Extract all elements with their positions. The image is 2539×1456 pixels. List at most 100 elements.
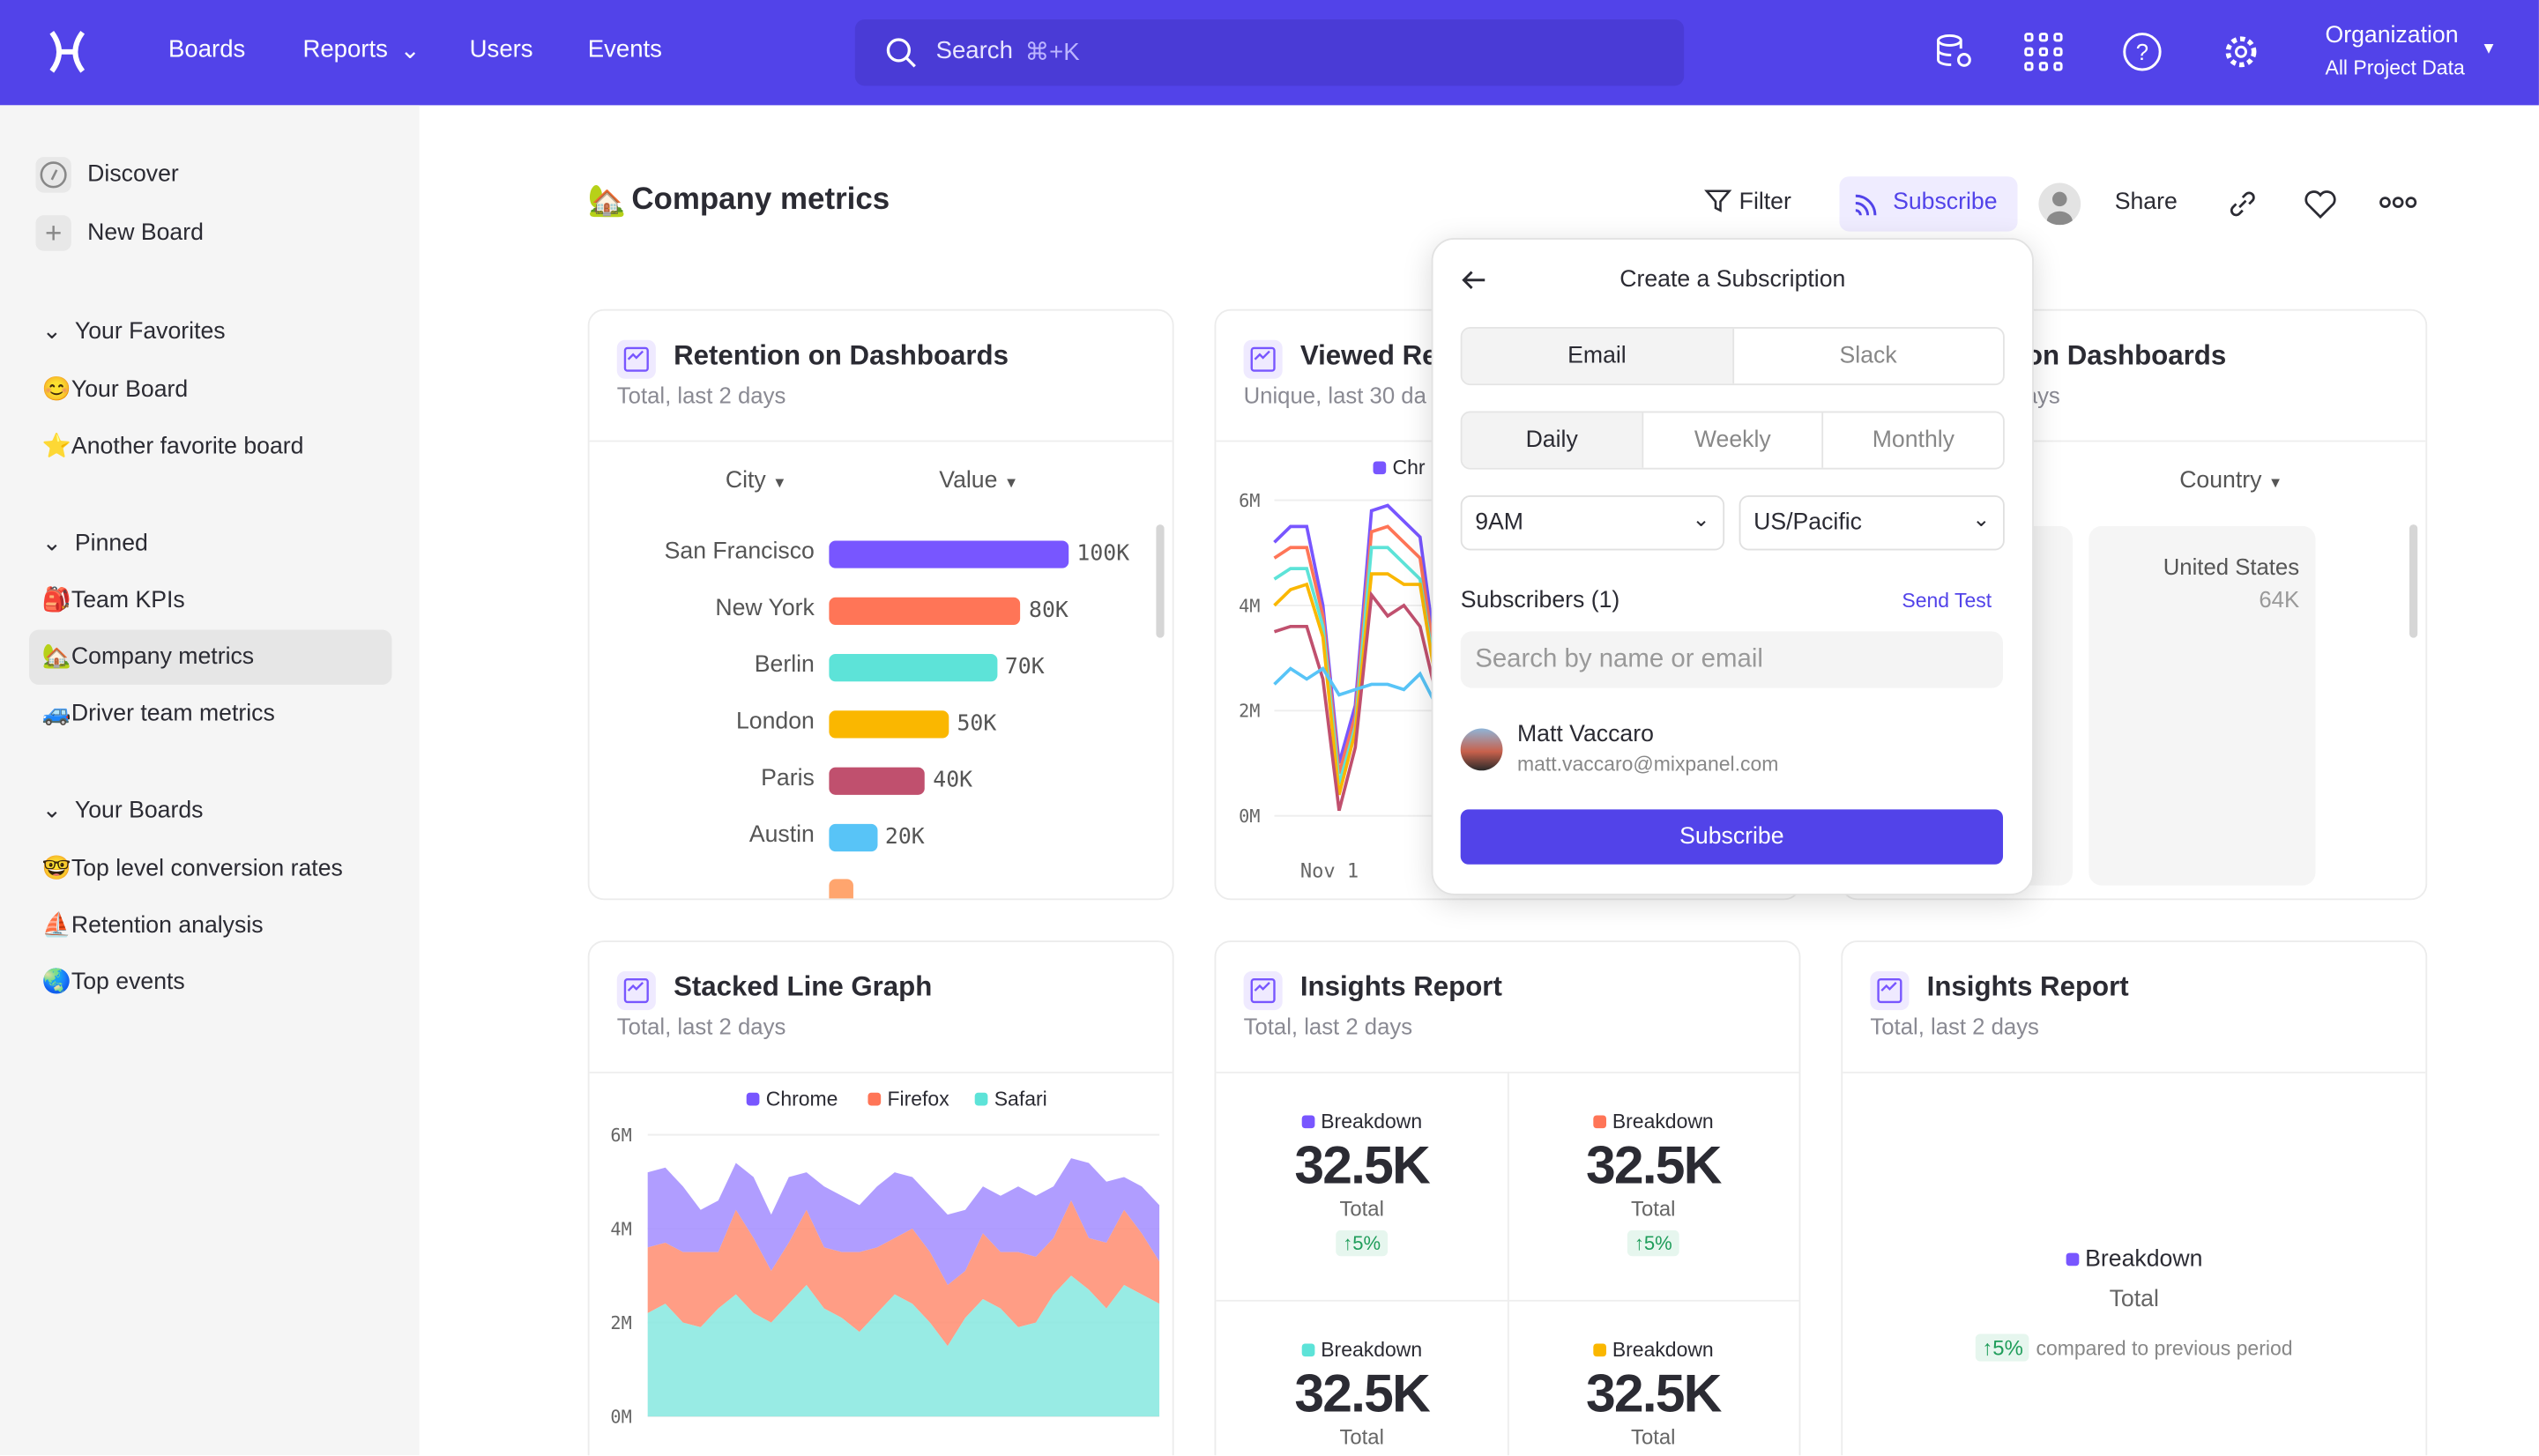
help-icon[interactable]: ? bbox=[2119, 29, 2164, 74]
timezone-select[interactable]: US/Pacific ⌄ bbox=[1739, 495, 2005, 551]
send-test-link[interactable]: Send Test bbox=[1902, 589, 1992, 613]
col-label: Value bbox=[939, 467, 998, 494]
sidebar-new-board[interactable]: New Board bbox=[87, 219, 204, 247]
nav-events[interactable]: Events bbox=[587, 35, 662, 63]
data-settings-icon[interactable] bbox=[1932, 29, 1977, 74]
time-select[interactable]: 9AM ⌄ bbox=[1460, 495, 1725, 551]
bar-value-label: 100K bbox=[1076, 540, 1130, 567]
item-label: Retention analysis bbox=[71, 912, 264, 940]
subscriber-search-input[interactable]: Search by name or email bbox=[1460, 631, 2003, 688]
bar[interactable] bbox=[829, 823, 877, 852]
logo-icon[interactable] bbox=[47, 30, 87, 73]
sidebar-item-your-board[interactable]: 😊Your Board bbox=[42, 375, 188, 403]
bar[interactable] bbox=[829, 654, 997, 682]
legend-firefox[interactable]: Firefox bbox=[867, 1088, 949, 1111]
filter-icon bbox=[1704, 189, 1732, 212]
card-title[interactable]: Stacked Line Graph bbox=[674, 971, 933, 1002]
heart-icon[interactable] bbox=[2303, 188, 2338, 220]
bar-category-label: New York bbox=[715, 595, 815, 622]
bar-value-label: 50K bbox=[957, 710, 997, 737]
bar-value-label: 70K bbox=[1004, 654, 1045, 680]
y-tick-label: 2M bbox=[1239, 701, 1260, 722]
insights-card-2: Insights Report Total, last 2 days Break… bbox=[1841, 940, 2428, 1456]
org-title[interactable]: Organization bbox=[2325, 22, 2459, 49]
tab-weekly[interactable]: Weekly bbox=[1641, 412, 1822, 468]
country-column-header[interactable]: Country ▼ bbox=[2179, 468, 2282, 494]
value-column-header[interactable]: Value ▼ bbox=[939, 468, 1018, 494]
section-your-boards[interactable]: ⌄ Your Boards bbox=[42, 798, 204, 823]
emoji-icon: 🤓 bbox=[41, 856, 71, 883]
bar[interactable] bbox=[829, 597, 1021, 625]
kpi-total: Total bbox=[1631, 1196, 1676, 1221]
legend-item[interactable]: Chr bbox=[1373, 457, 1426, 479]
area-firefox bbox=[647, 1200, 1160, 1347]
nav-boards[interactable]: Boards bbox=[168, 35, 246, 63]
area-chrome bbox=[647, 1158, 1160, 1285]
table-cell[interactable]: United States 64K bbox=[2089, 525, 2316, 886]
card-title[interactable]: Retention on Dashboards bbox=[674, 339, 1009, 371]
legend-label: Firefox bbox=[887, 1088, 949, 1111]
scrollbar[interactable] bbox=[2409, 524, 2418, 638]
label-text: Breakdown bbox=[2085, 1246, 2203, 1273]
sidebar-item-company-metrics[interactable]: 🏡Company metrics bbox=[42, 643, 254, 670]
sidebar-item-driver-team[interactable]: 🚙Driver team metrics bbox=[42, 699, 275, 726]
scrollbar[interactable] bbox=[1156, 524, 1165, 638]
section-pinned[interactable]: ⌄ Pinned bbox=[42, 531, 148, 556]
more-icon[interactable] bbox=[2379, 194, 2417, 210]
kpi-tile[interactable]: Breakdown 32.5K Total bbox=[1216, 1339, 1508, 1449]
kpi-total: Total bbox=[1631, 1424, 1676, 1449]
avatar[interactable] bbox=[2038, 182, 2081, 226]
card-title[interactable]: Insights Report bbox=[1926, 971, 2129, 1002]
bar[interactable] bbox=[829, 540, 1069, 568]
nav-reports[interactable]: Reports bbox=[302, 35, 388, 63]
subscribe-submit-button[interactable]: Subscribe bbox=[1460, 809, 2003, 865]
share-button[interactable]: Share bbox=[2114, 189, 2178, 216]
org-project[interactable]: All Project Data bbox=[2325, 56, 2465, 79]
section-favorites[interactable]: ⌄ Your Favorites bbox=[42, 319, 226, 345]
apps-grid-icon[interactable] bbox=[2021, 29, 2066, 74]
kpi-label: Breakdown bbox=[1612, 1110, 1714, 1133]
chevron-down-icon: ⌄ bbox=[41, 798, 75, 824]
back-arrow-icon[interactable] bbox=[1461, 269, 1486, 292]
search-shortcut: ⌘+K bbox=[1024, 39, 1080, 67]
tab-monthly[interactable]: Monthly bbox=[1821, 412, 2003, 468]
item-label: Driver team metrics bbox=[71, 701, 275, 727]
popover-title: Create a Subscription bbox=[1619, 267, 1846, 293]
sidebar-item-another-board[interactable]: ⭐Another favorite board bbox=[42, 432, 304, 459]
sidebar: Discover + New Board ⌄ Your Favorites 😊Y… bbox=[0, 105, 420, 1456]
bar-value-label: 20K bbox=[884, 823, 925, 851]
city-column-header[interactable]: City ▼ bbox=[726, 468, 787, 494]
tab-slack[interactable]: Slack bbox=[1731, 328, 2003, 384]
kpi-tile[interactable]: Breakdown 32.5K Total ↑5% bbox=[1216, 1111, 1508, 1258]
tab-daily[interactable]: Daily bbox=[1462, 412, 1642, 468]
sidebar-item-conversion[interactable]: 🤓Top level conversion rates bbox=[42, 855, 343, 882]
search-input[interactable]: Search ⌘+K bbox=[854, 19, 1685, 86]
bar[interactable] bbox=[829, 879, 853, 899]
caret-down-icon[interactable]: ▼ bbox=[2480, 40, 2498, 59]
frequency-toggle: Daily Weekly Monthly bbox=[1460, 411, 2005, 470]
nav-users[interactable]: Users bbox=[469, 35, 533, 63]
kpi-tile[interactable]: Breakdown 32.5K Total ↑5% bbox=[1508, 1111, 1799, 1258]
kpi-tile[interactable]: Breakdown 32.5K Total bbox=[1508, 1339, 1799, 1449]
card-title[interactable]: Insights Report bbox=[1299, 971, 1502, 1002]
subscribe-button[interactable]: Subscribe bbox=[1839, 176, 2018, 232]
stacked-card: Stacked Line Graph Total, last 2 days Ch… bbox=[587, 940, 1174, 1456]
sidebar-item-top-events[interactable]: 🌏Top events bbox=[42, 968, 185, 995]
legend-chrome[interactable]: Chrome bbox=[746, 1088, 838, 1111]
card-title[interactable]: Viewed Re bbox=[1299, 339, 1438, 371]
sidebar-item-retention[interactable]: ⛵Retention analysis bbox=[42, 911, 264, 939]
filter-button[interactable]: Filter bbox=[1703, 188, 1791, 215]
bar[interactable] bbox=[829, 767, 926, 795]
divider bbox=[1216, 1299, 1799, 1302]
tab-email[interactable]: Email bbox=[1462, 328, 1732, 384]
sidebar-item-team-kpis[interactable]: 🎒Team KPIs bbox=[42, 586, 185, 613]
item-label: Team KPIs bbox=[71, 587, 185, 614]
link-icon[interactable] bbox=[2226, 188, 2259, 220]
legend-swatch bbox=[746, 1092, 760, 1106]
sidebar-discover[interactable]: Discover bbox=[87, 161, 179, 189]
bar[interactable] bbox=[829, 710, 949, 739]
series-line bbox=[1273, 665, 1438, 707]
settings-icon[interactable] bbox=[2218, 29, 2263, 74]
legend-safari[interactable]: Safari bbox=[974, 1088, 1047, 1111]
timezone-value: US/Pacific bbox=[1753, 509, 1863, 536]
